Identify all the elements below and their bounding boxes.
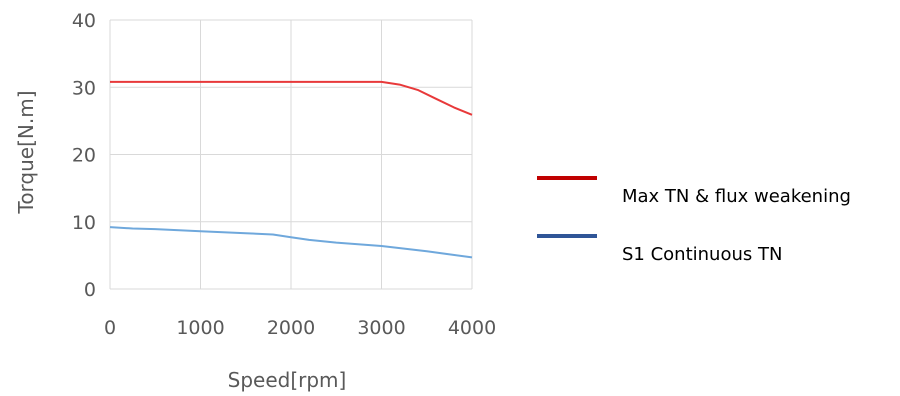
x-tick-label-3: 3000 <box>357 317 405 339</box>
y-tick-label-3: 30 <box>72 77 96 99</box>
legend-label-1: S1 Continuous TN <box>622 244 782 265</box>
series-line-1 <box>109 226 473 259</box>
y-axis-title: Torque[N.m] <box>14 90 38 214</box>
legend: Max TN & flux weakening S1 Continuous TN <box>537 176 851 265</box>
series-line-0 <box>110 80 473 116</box>
legend-label-0: Max TN & flux weakening <box>622 186 851 207</box>
y-tick-label-0: 0 <box>84 279 96 301</box>
series-lines <box>109 80 473 259</box>
x-tick-label-2: 2000 <box>267 317 315 339</box>
y-tick-label-4: 40 <box>72 10 96 32</box>
tick-labels: 0 10 20 30 40 0 1000 2000 3000 4000 <box>72 10 496 339</box>
x-tick-label-4: 4000 <box>448 317 496 339</box>
x-tick-label-0: 0 <box>104 317 116 339</box>
x-tick-label-1: 1000 <box>176 317 224 339</box>
y-tick-label-2: 20 <box>72 145 96 167</box>
y-tick-label-1: 10 <box>72 212 96 234</box>
grid-lines <box>109 19 473 290</box>
x-axis-title: Speed[rpm] <box>228 368 347 392</box>
